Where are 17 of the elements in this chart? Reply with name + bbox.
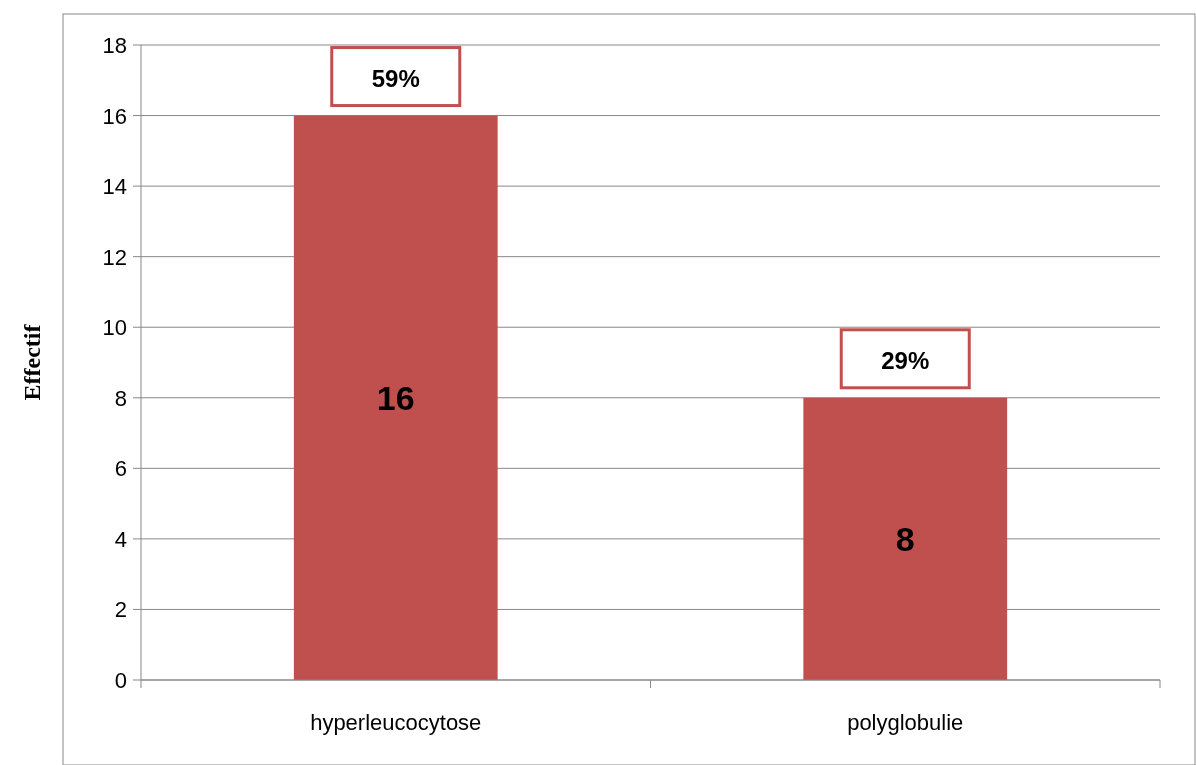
y-tick-label: 0 xyxy=(114,668,127,693)
y-tick-label: 4 xyxy=(114,526,127,552)
y-tick-label: 12 xyxy=(102,244,127,270)
data-label: 16 xyxy=(376,378,415,417)
data-label: 8 xyxy=(895,519,915,558)
annotation: 29% xyxy=(881,346,930,374)
y-tick-label: 18 xyxy=(102,33,127,58)
y-tick-label: 10 xyxy=(102,315,127,341)
y-tick-label: 8 xyxy=(114,385,127,411)
x-tick-label: polyglobulie xyxy=(847,710,964,735)
x-tick-label: hyperleucocytose xyxy=(310,710,482,735)
y-tick-label: 6 xyxy=(114,456,127,482)
y-tick-label: 2 xyxy=(114,597,127,623)
annotation: 59% xyxy=(371,64,420,92)
y-tick-label: 16 xyxy=(102,103,127,129)
y-tick-label: 14 xyxy=(102,174,127,200)
y-axis-title: Effectif xyxy=(19,323,45,401)
